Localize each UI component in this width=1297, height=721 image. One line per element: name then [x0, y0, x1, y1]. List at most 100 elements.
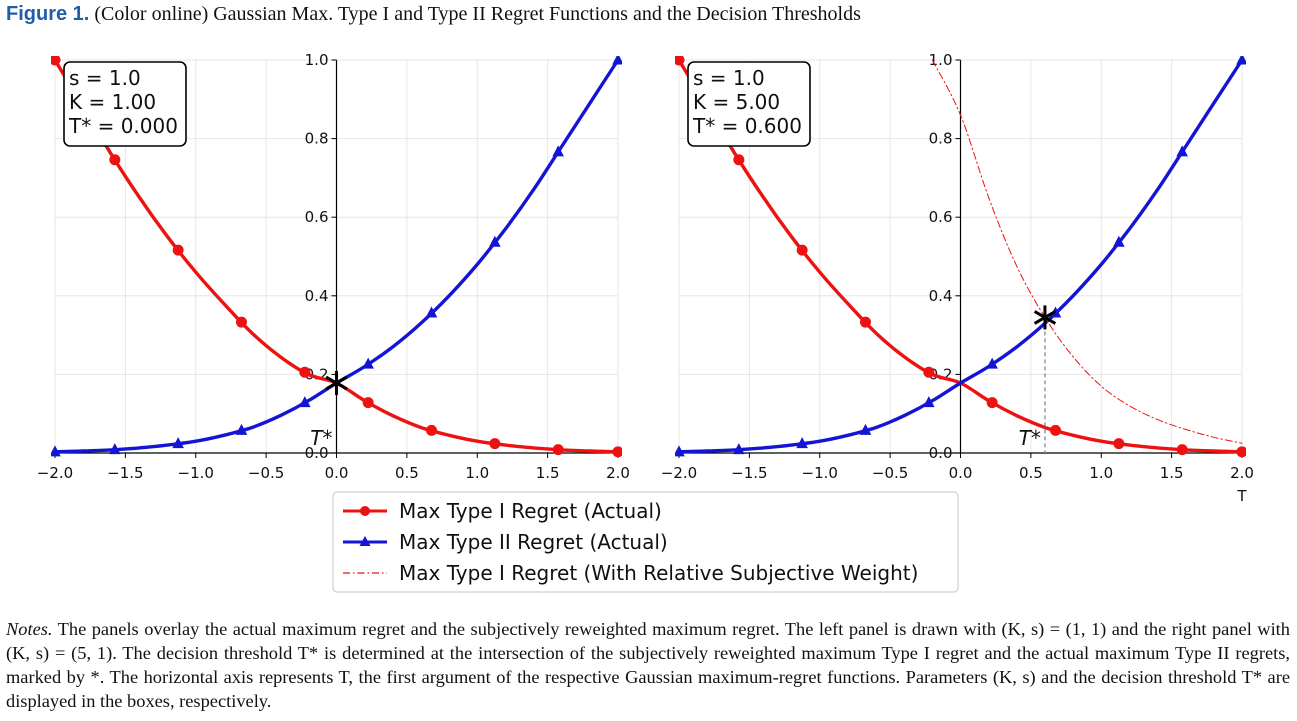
type2-marker — [299, 396, 311, 408]
threshold-label: T* — [1019, 426, 1041, 450]
type1-marker — [733, 154, 745, 166]
type1-marker — [1113, 438, 1125, 450]
star-arm — [325, 375, 348, 391]
x-tick-label: 2.0 — [1230, 464, 1254, 482]
type1-marker — [362, 397, 374, 409]
x-tick-label: 0.5 — [395, 464, 419, 482]
type2-marker — [675, 445, 685, 457]
type2-marker — [612, 56, 622, 65]
type1-marker — [51, 56, 61, 66]
legend-label: Max Type II Regret (Actual) — [399, 530, 668, 554]
type1-marker — [1176, 444, 1188, 456]
type1-marker — [552, 444, 564, 456]
y-tick-label: 1.0 — [305, 51, 329, 69]
type2-marker — [859, 423, 872, 435]
x-tick-label: −1.0 — [178, 464, 214, 482]
x-tick-label: −0.5 — [248, 464, 284, 482]
type2-marker — [172, 437, 184, 449]
type2-marker — [923, 396, 935, 408]
type2-marker — [552, 145, 564, 157]
panel-left: −2.0 −1.5 −1.0 −0.5 0.0 0.5 1.0 1.5 2.00.00.20.4… — [37, 51, 630, 482]
type2-marker — [1236, 56, 1246, 65]
x-tick-label: −2.0 — [37, 464, 73, 482]
param-box-line: s = 1.0 — [69, 66, 141, 90]
chart-figure: −2.0 −1.5 −1.0 −0.5 0.0 0.5 1.0 1.5 2.00.00.20.4… — [37, 51, 1254, 593]
type2-marker — [1176, 145, 1188, 157]
type1-marker — [299, 366, 311, 378]
legend-swatch-marker — [360, 506, 370, 516]
type1-marker — [986, 397, 998, 409]
type1-marker — [172, 244, 184, 256]
x-tick-label: 0.5 — [1019, 464, 1043, 482]
x-tick-label: 1.5 — [536, 464, 560, 482]
type2-marker — [733, 443, 745, 455]
type2-marker — [425, 306, 438, 318]
legend-label: Max Type I Regret (Actual) — [399, 499, 662, 523]
y-tick-label: 0.8 — [305, 130, 329, 148]
plot-area — [675, 56, 1246, 457]
x-tick-label: 0.0 — [949, 464, 973, 482]
threshold-label: T* — [310, 426, 332, 450]
param-box-line: s = 1.0 — [693, 66, 765, 90]
y-tick-label: 0.4 — [305, 287, 329, 305]
x-tick-label: 1.0 — [465, 464, 489, 482]
threshold-star — [1033, 305, 1057, 330]
figure-label: Figure 1. — [6, 3, 90, 25]
type2-marker — [109, 443, 121, 455]
legend-swatch-marker — [359, 536, 371, 546]
x-tick-label: 1.0 — [1089, 464, 1113, 482]
type1-marker — [1236, 446, 1246, 457]
type1-marker — [859, 316, 871, 328]
x-tick-label: 1.5 — [1160, 464, 1184, 482]
legend-label: Max Type I Regret (With Relative Subject… — [399, 561, 918, 585]
type1-marker — [675, 56, 685, 66]
legend: Max Type I Regret (Actual) Max Type II Re… — [332, 491, 959, 593]
series-line-weighted — [931, 59, 1243, 444]
y-tick-label: 0.0 — [929, 444, 953, 462]
y-tick-label: 0.4 — [929, 287, 953, 305]
x-tick-label: −1.5 — [107, 464, 143, 482]
param-box-line: T* = 0.600 — [692, 114, 802, 138]
legend-box — [332, 491, 959, 593]
param-box — [687, 61, 811, 147]
type1-marker — [923, 366, 935, 378]
x-tick-label: −1.5 — [731, 464, 767, 482]
y-tick-label: 0.6 — [305, 208, 329, 226]
type1-marker — [612, 446, 622, 457]
figure-title: Figure 1. (Color online) Gaussian Max. T… — [6, 3, 861, 26]
x-tick-label: −0.5 — [872, 464, 908, 482]
type2-marker — [1113, 235, 1125, 247]
param-box-line: T* = 0.000 — [68, 114, 178, 138]
type2-marker — [796, 437, 808, 449]
type1-marker — [426, 424, 438, 436]
x-axis-label: T — [1236, 487, 1247, 505]
threshold-star — [325, 371, 348, 396]
param-box-line: K = 1.00 — [69, 90, 156, 114]
legend-item: Max Type I Regret (Actual) — [343, 499, 662, 523]
type1-marker — [489, 438, 501, 450]
star-arm — [1033, 310, 1057, 325]
type2-marker — [51, 445, 61, 457]
type2-marker — [362, 357, 374, 369]
type1-marker — [235, 316, 247, 328]
x-tick-label: −2.0 — [661, 464, 697, 482]
figure-caption: (Color online) Gaussian Max. Type I and … — [94, 3, 861, 25]
type1-marker — [109, 154, 121, 166]
y-tick-label: 0.8 — [929, 130, 953, 148]
notes-text: The panels overlay the actual maximum re… — [6, 619, 1290, 711]
type1-marker — [796, 244, 808, 256]
figure-notes: Notes. The panels overlay the actual max… — [6, 617, 1290, 713]
y-tick-label: 0.0 — [305, 444, 329, 462]
legend-item: Max Type II Regret (Actual) — [343, 530, 668, 554]
notes-lead: Notes. — [6, 619, 53, 639]
x-tick-label: −1.0 — [802, 464, 838, 482]
panel-right: −2.0 −1.5 −1.0 −0.5 0.0 0.5 1.0 1.5 2.00.00.20.4… — [661, 51, 1254, 505]
series-line-type2 — [677, 58, 1244, 454]
param-box — [63, 61, 187, 147]
y-tick-label: 0.6 — [929, 208, 953, 226]
param-box-line: K = 5.00 — [693, 90, 780, 114]
type2-marker — [986, 357, 998, 369]
x-tick-label: 0.0 — [325, 464, 349, 482]
x-tick-label: 2.0 — [606, 464, 630, 482]
type2-marker — [489, 235, 501, 247]
